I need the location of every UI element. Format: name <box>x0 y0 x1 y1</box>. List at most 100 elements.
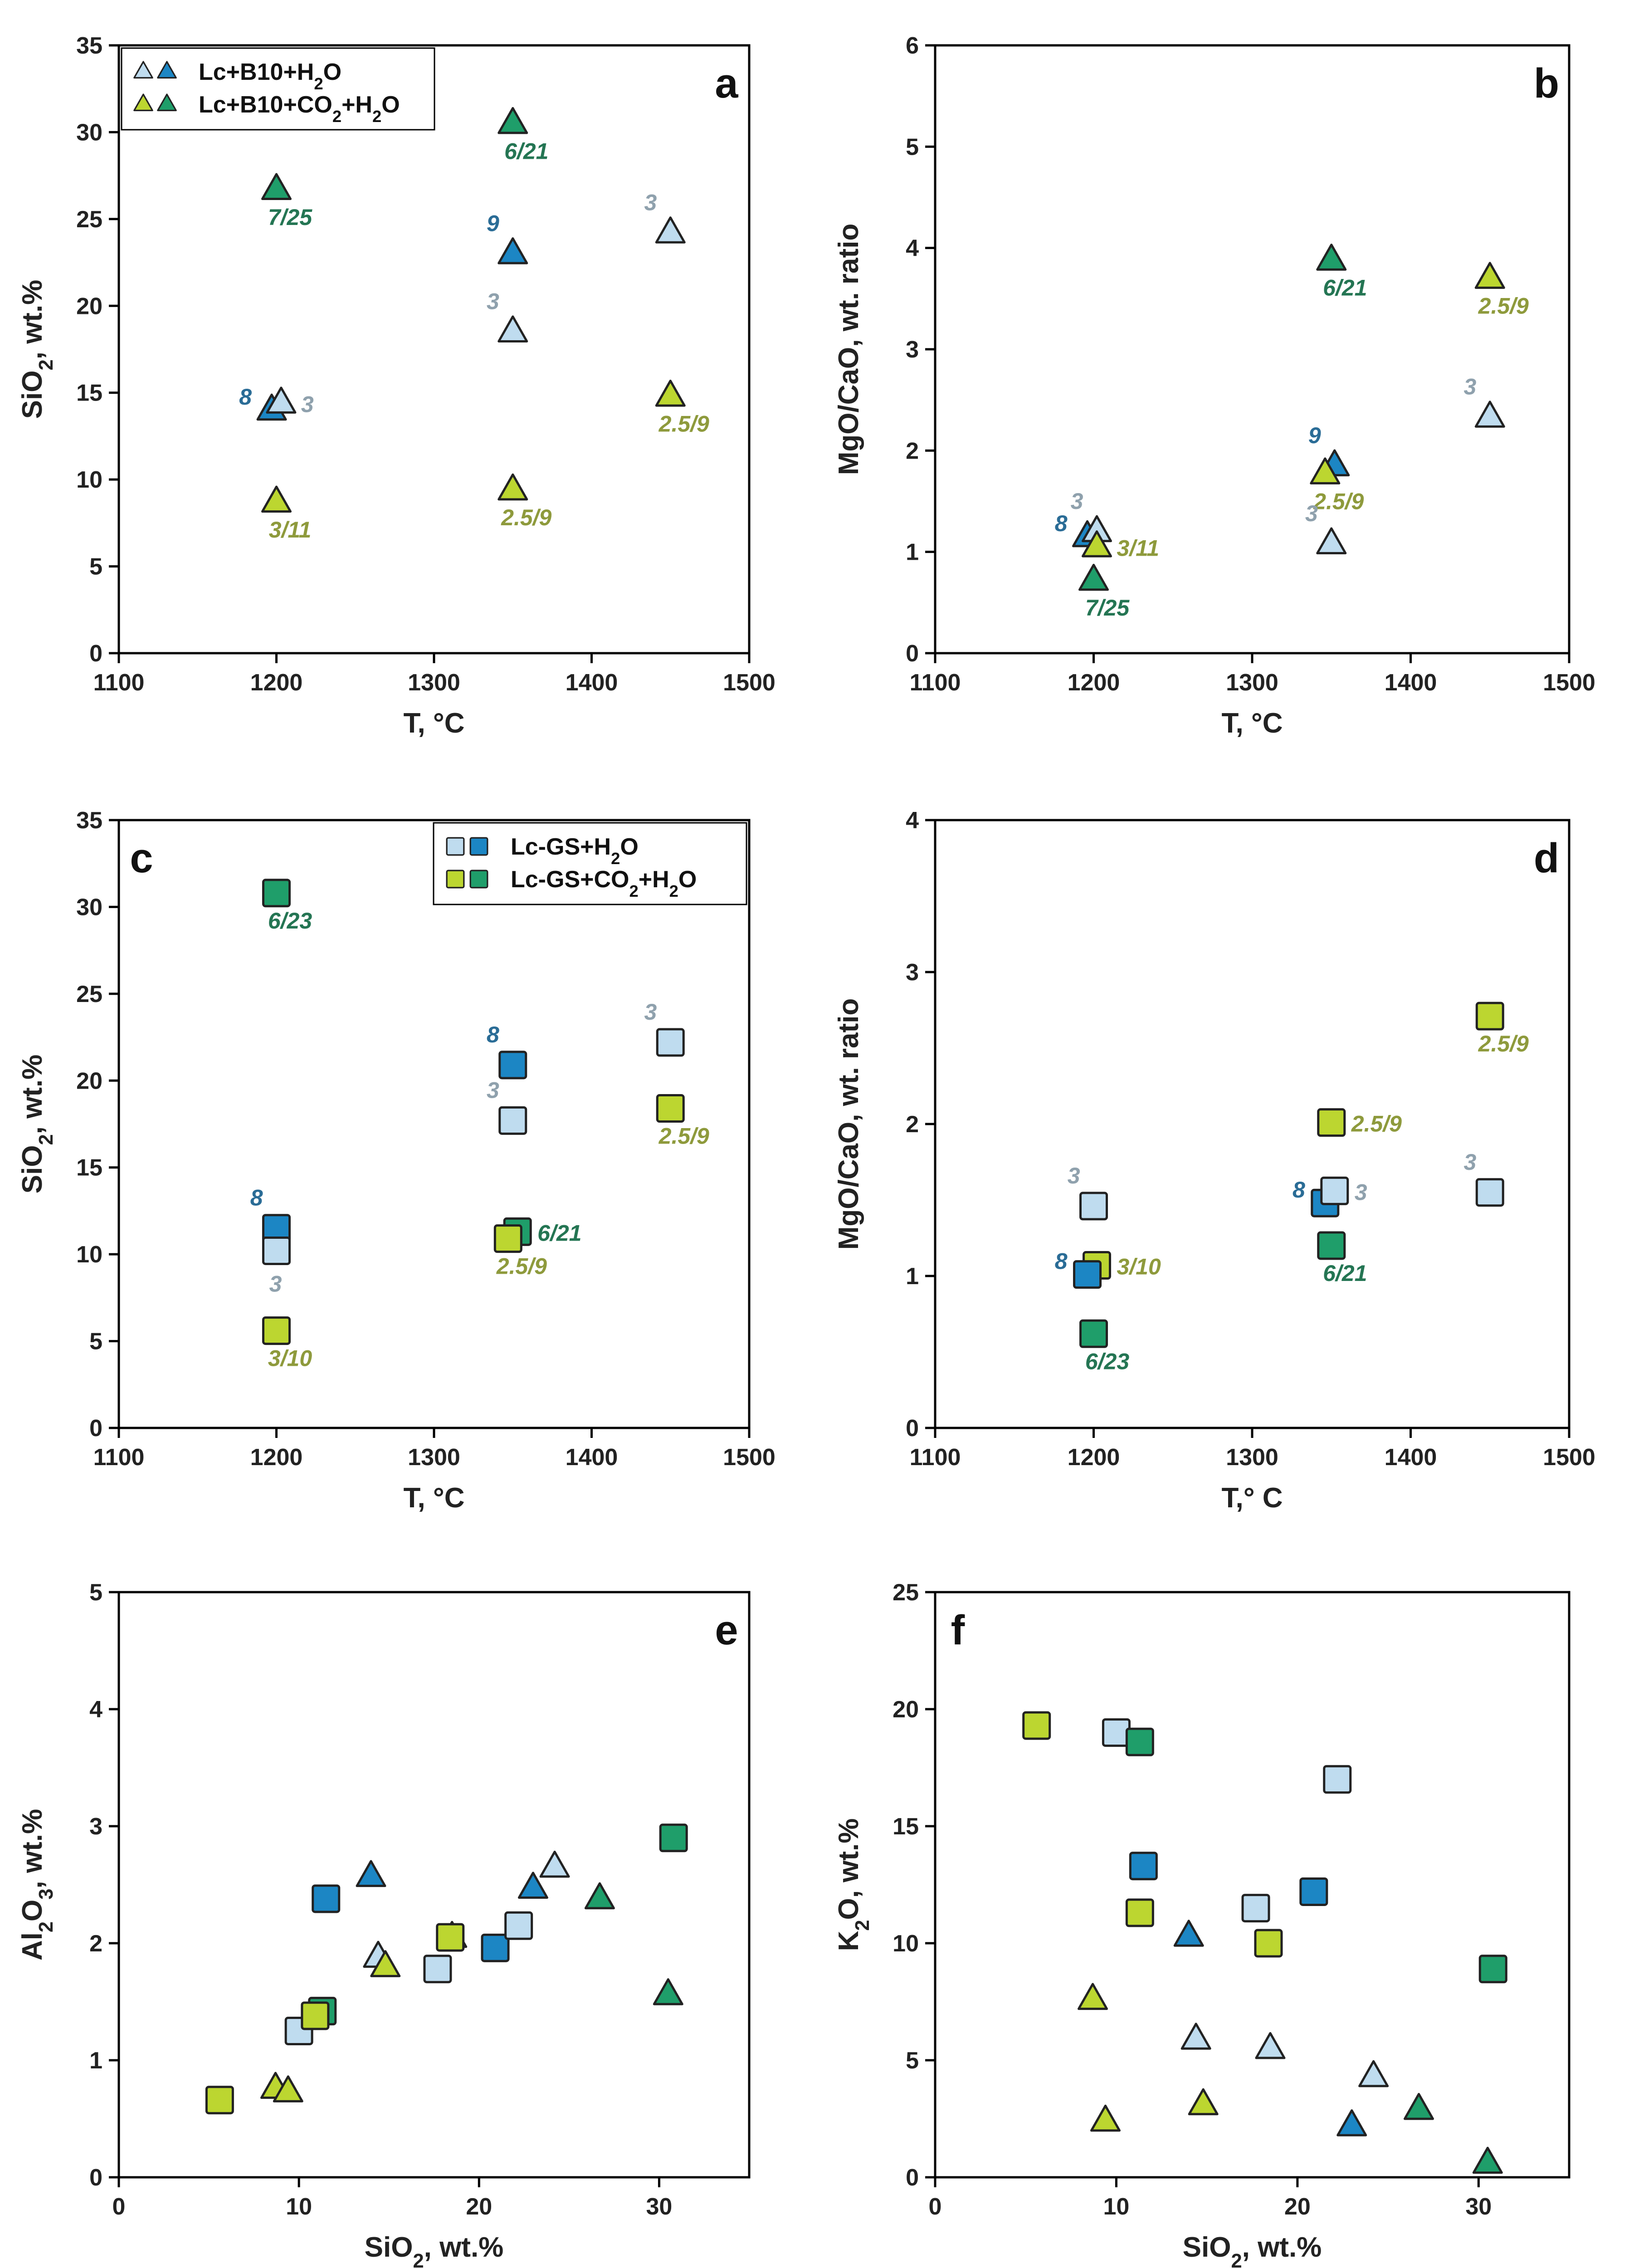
y-tick-label: 15 <box>76 380 102 406</box>
y-tick-label: 2 <box>89 1931 102 1957</box>
y-tick-label: 4 <box>89 1696 102 1723</box>
y-axis-title: MgO/CaO, wt. ratio <box>833 998 864 1250</box>
legend-marker <box>447 838 464 855</box>
data-point <box>1324 1766 1351 1793</box>
data-label: 2.5/9 <box>1313 489 1364 514</box>
x-tick-label: 1200 <box>250 670 303 696</box>
data-label: 2.5/9 <box>659 1124 709 1149</box>
y-tick-label: 5 <box>906 134 919 160</box>
y-tick-label: 20 <box>893 1696 919 1723</box>
data-label: 6/23 <box>1085 1349 1130 1374</box>
data-label: 2.5/9 <box>1351 1111 1402 1137</box>
x-tick-label: 10 <box>1103 2194 1130 2220</box>
data-point <box>1127 1729 1153 1755</box>
data-label: 3 <box>1071 489 1083 514</box>
data-point <box>313 1886 339 1912</box>
x-axis-title: T, °C <box>1221 708 1283 739</box>
data-label: 9 <box>487 210 499 236</box>
data-label: 3 <box>487 289 499 314</box>
data-point <box>482 1935 508 1961</box>
x-tick-label: 1400 <box>1385 670 1437 696</box>
data-label: 3 <box>644 999 657 1025</box>
y-axis-title: MgO/CaO, wt. ratio <box>833 224 864 475</box>
panel-letter: c <box>130 835 153 881</box>
y-tick-label: 35 <box>76 33 102 59</box>
data-point <box>424 1956 451 1982</box>
data-point <box>1480 1956 1506 1982</box>
x-tick-label: 1200 <box>250 1444 303 1471</box>
x-tick-label: 1500 <box>723 1444 776 1471</box>
x-tick-label: 1500 <box>1543 1444 1595 1471</box>
data-label: 6/21 <box>1323 1261 1367 1286</box>
data-point <box>263 1318 290 1344</box>
x-tick-label: 1300 <box>1226 1444 1278 1471</box>
x-tick-label: 0 <box>929 2194 942 2220</box>
y-tick-label: 10 <box>893 1931 919 1957</box>
legend-marker <box>470 838 488 855</box>
y-tick-label: 20 <box>76 1068 102 1094</box>
data-label: 2.5/9 <box>1478 1031 1529 1056</box>
x-axis-title: SiO2, wt.% <box>365 2232 504 2268</box>
x-tick-label: 10 <box>286 2194 312 2220</box>
data-label: 9 <box>1308 423 1321 448</box>
legend-marker <box>447 870 464 888</box>
x-tick-label: 1300 <box>408 670 460 696</box>
x-axis-title: SiO2, wt.% <box>1183 2232 1322 2268</box>
data-point <box>1243 1895 1269 1921</box>
data-point <box>263 1237 290 1264</box>
data-label: 3/10 <box>268 1346 312 1371</box>
data-label: 3 <box>1305 501 1318 526</box>
data-label: 2.5/9 <box>501 505 551 530</box>
data-point <box>206 2087 233 2113</box>
data-point <box>1322 1178 1348 1204</box>
x-tick-label: 1500 <box>723 670 776 696</box>
y-tick-label: 0 <box>89 640 102 667</box>
y-tick-label: 1 <box>906 1263 919 1290</box>
x-tick-label: 20 <box>1284 2194 1311 2220</box>
x-tick-label: 20 <box>466 2194 492 2220</box>
x-tick-label: 1100 <box>910 670 961 696</box>
panel-letter: e <box>715 1607 738 1653</box>
x-tick-label: 0 <box>112 2194 126 2220</box>
y-tick-label: 2 <box>906 1111 919 1138</box>
data-label: 3 <box>301 392 314 417</box>
data-point <box>1130 1853 1156 1879</box>
data-point <box>437 1924 463 1950</box>
data-label: 7/25 <box>268 205 313 230</box>
y-tick-label: 3 <box>906 337 919 363</box>
data-point <box>495 1226 521 1252</box>
data-label: 3 <box>487 1077 499 1103</box>
y-tick-label: 20 <box>76 293 102 319</box>
y-tick-label: 3 <box>89 1813 102 1840</box>
data-label: 2.5/9 <box>659 411 709 436</box>
y-tick-label: 5 <box>89 1579 102 1606</box>
data-point <box>1318 1110 1345 1136</box>
x-tick-label: 1400 <box>566 1444 618 1471</box>
data-label: 3 <box>644 190 657 215</box>
data-point <box>1074 1261 1101 1288</box>
panel-letter: a <box>715 60 738 107</box>
data-point <box>500 1052 526 1078</box>
panel-letter: d <box>1534 835 1559 881</box>
data-label: 8 <box>487 1022 499 1047</box>
data-label: 3/11 <box>1117 536 1159 561</box>
y-tick-label: 0 <box>906 1415 919 1442</box>
legend-marker <box>470 870 488 888</box>
x-tick-label: 1100 <box>910 1444 961 1471</box>
y-tick-label: 10 <box>76 1242 102 1268</box>
data-label: 7/25 <box>1085 595 1130 621</box>
data-point <box>657 1029 683 1056</box>
y-tick-label: 5 <box>906 2048 919 2074</box>
data-point <box>500 1107 526 1134</box>
y-tick-label: 10 <box>76 467 102 493</box>
y-tick-label: 4 <box>906 235 919 262</box>
y-tick-label: 2 <box>906 438 919 464</box>
data-point <box>1127 1900 1153 1926</box>
x-axis-title: T, °C <box>403 1482 464 1514</box>
y-tick-label: 1 <box>906 539 919 566</box>
y-tick-label: 5 <box>89 554 102 580</box>
data-label: 8 <box>239 384 252 410</box>
panel-letter: f <box>951 1607 965 1653</box>
data-label: 8 <box>1293 1177 1305 1202</box>
